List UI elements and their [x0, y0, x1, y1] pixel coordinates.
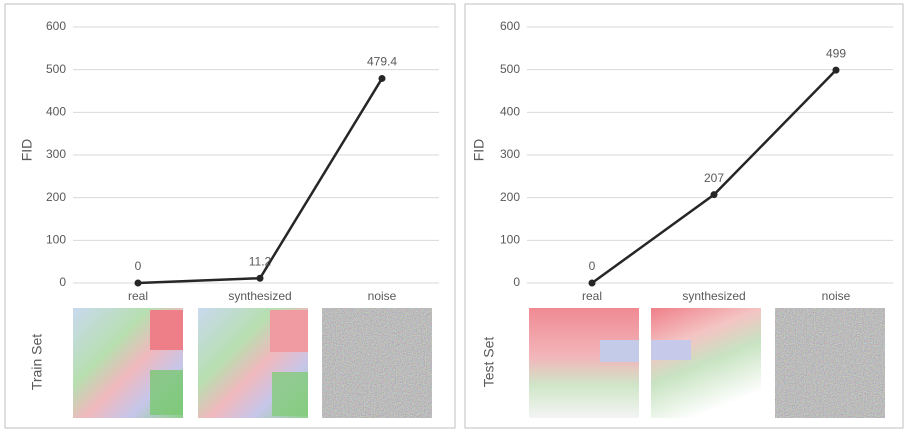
y-tick-label: 600 [500, 19, 520, 33]
data-point [257, 275, 264, 282]
y-tick-label: 0 [59, 275, 66, 289]
data-label: 11.2 [249, 254, 272, 268]
data-point [711, 191, 718, 198]
x-tick-label: noise [822, 289, 851, 303]
y-tick-label: 200 [46, 190, 66, 204]
y-tick-label: 100 [46, 233, 66, 247]
y-tick-label: 300 [46, 147, 66, 161]
data-point [833, 67, 840, 74]
data-point [589, 280, 596, 287]
y-tick-label: 200 [500, 190, 520, 204]
x-tick-label: synthesized [228, 289, 291, 303]
noise-image [775, 308, 885, 418]
y-axis-title: FID [471, 139, 487, 162]
data-label: 0 [589, 259, 596, 273]
y-tick-label: 0 [513, 275, 520, 289]
heatmap-patch [651, 340, 691, 360]
heatmap-patch [270, 310, 308, 352]
data-label: 207 [704, 171, 724, 185]
x-tick-label: synthesized [682, 289, 745, 303]
heatmap-patch [150, 370, 183, 415]
heatmap-image [651, 308, 761, 418]
data-label: 0 [135, 259, 142, 273]
x-tick-label: real [128, 289, 148, 303]
y-tick-label: 500 [46, 62, 66, 76]
y-tick-label: 400 [500, 105, 520, 119]
heatmap-patch [600, 340, 639, 362]
x-tick-label: real [582, 289, 602, 303]
y-tick-label: 100 [500, 233, 520, 247]
y-tick-label: 500 [500, 62, 520, 76]
noise-image [322, 308, 432, 418]
test-images [529, 308, 885, 418]
series-line [138, 78, 382, 283]
heatmap-image [529, 308, 639, 418]
x-tick-label: noise [368, 289, 397, 303]
data-point [379, 75, 386, 82]
data-label: 479.4 [367, 55, 397, 69]
y-axis-title: FID [19, 139, 35, 162]
y-tick-label: 300 [500, 147, 520, 161]
figure: 0 100 200 300 400 500 600 FID Train Set real synth… [0, 0, 907, 431]
data-point [135, 280, 142, 287]
data-label: 499 [826, 46, 846, 60]
heatmap-patch [150, 310, 183, 350]
y-tick-label: 400 [46, 105, 66, 119]
train-images [73, 308, 432, 418]
image-row-label: Test Set [481, 337, 497, 388]
image-row-label: Train Set [29, 334, 45, 390]
y-tick-label: 600 [46, 19, 66, 33]
heatmap-patch [272, 372, 308, 416]
